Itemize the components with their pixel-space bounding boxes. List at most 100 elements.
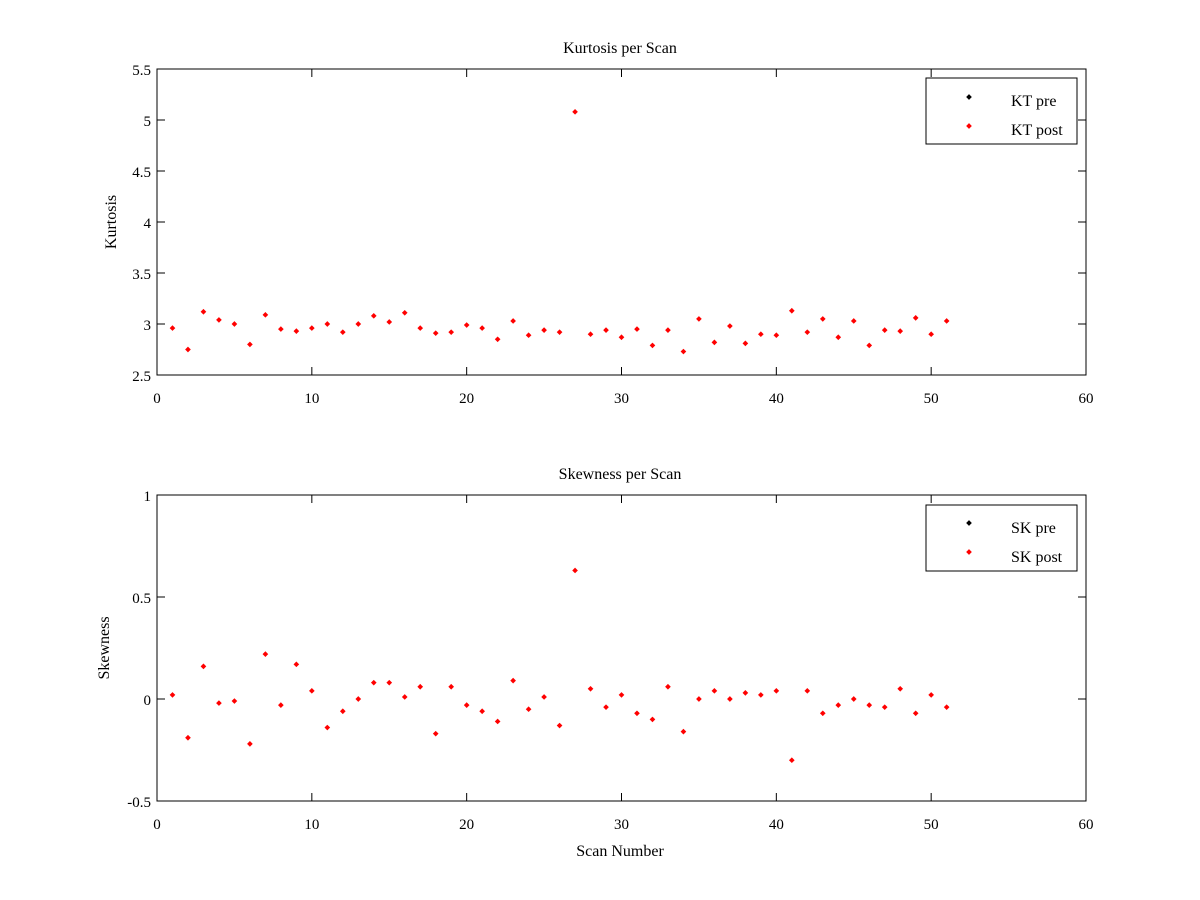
kurtosis-post-point [866, 342, 873, 349]
kurtosis-post-point [169, 325, 176, 331]
kurtosis-post-point [494, 336, 501, 343]
skewness-post-point [850, 696, 857, 702]
kurtosis-post-point [541, 327, 547, 333]
kurtosis-y-tick-label: 4.5 [132, 165, 151, 181]
kurtosis-post-point [788, 307, 795, 314]
kurtosis-post-point [634, 326, 640, 332]
kurtosis-post-point [278, 326, 284, 332]
kurtosis-x-tick-label: 0 [153, 391, 161, 407]
skewness-y-ticks: -0.5 0 0.5 1 [127, 489, 1086, 811]
kurtosis-post-point [510, 318, 516, 324]
skewness-post-point [293, 661, 300, 668]
kurtosis-y-tick-label: 3 [144, 318, 152, 334]
skewness-post-point [231, 698, 238, 704]
skewness-legend-label-post: SK post [1011, 549, 1063, 566]
kurtosis-legend-marker-post [966, 123, 972, 129]
skewness-post-point [897, 685, 904, 692]
kurtosis-post-point [262, 311, 269, 318]
kurtosis-post-point [943, 318, 950, 324]
kurtosis-x-tick-label: 50 [924, 391, 939, 407]
skewness-post-point [262, 651, 269, 657]
kurtosis-post-point [773, 332, 780, 339]
kurtosis-post-point [572, 109, 578, 115]
kurtosis-post-point [401, 309, 408, 316]
kurtosis-post-point [696, 316, 702, 322]
skewness-post-point [788, 757, 795, 764]
skewness-legend-marker-pre [966, 520, 972, 526]
kurtosis-y-tick-label: 3.5 [132, 267, 151, 283]
kurtosis-post-point [758, 331, 764, 338]
skewness-legend: SK pre SK post [925, 504, 1078, 572]
kurtosis-x-ticks: 0 10 20 30 40 50 60 [153, 69, 1094, 407]
kurtosis-post-point [649, 342, 656, 349]
skewness-post-point [758, 692, 764, 698]
skewness-post-point [339, 708, 346, 715]
skewness-post-point [572, 567, 578, 574]
skewness-y-tick-label: 0 [144, 693, 152, 709]
kurtosis-x-tick-label: 60 [1079, 391, 1094, 407]
skewness-x-ticks: 0 10 20 30 40 50 60 [153, 495, 1094, 833]
kurtosis-post-point [386, 319, 393, 325]
skewness-legend-label-pre: SK pre [1011, 520, 1056, 537]
skewness-post-point [401, 694, 408, 700]
kurtosis-y-tick-label: 5.5 [132, 63, 151, 79]
kurtosis-post-point [200, 308, 207, 315]
skewness-post-point [912, 710, 919, 717]
kurtosis-post-point [309, 325, 315, 331]
kurtosis-post-point [525, 332, 532, 339]
kurtosis-post-point [587, 331, 594, 338]
kurtosis-legend-box [925, 77, 1078, 145]
kurtosis-y-axis-label: Kurtosis [103, 195, 120, 249]
skewness-post-point [216, 700, 222, 706]
kurtosis-y-tick-label: 2.5 [132, 369, 151, 385]
skewness-post-point [355, 696, 362, 702]
skewness-post-point [696, 696, 702, 702]
kurtosis-legend: KT pre KT post [925, 77, 1078, 145]
kurtosis-post-point [324, 321, 331, 327]
kurtosis-post-point [556, 329, 563, 335]
skewness-post-point [169, 692, 176, 698]
kurtosis-post-point [185, 346, 191, 353]
kurtosis-x-tick-label: 10 [304, 391, 319, 407]
kurtosis-post-point [463, 322, 470, 328]
skewness-post-point [587, 685, 594, 692]
kurtosis-post-point [216, 317, 222, 323]
skewness-points [169, 567, 950, 764]
kurtosis-post-point [339, 329, 346, 335]
kurtosis-x-tick-label: 30 [614, 391, 629, 407]
kurtosis-post-point [448, 329, 455, 335]
skewness-x-tick-label: 30 [614, 817, 629, 833]
skewness-post-point [448, 683, 455, 690]
skewness-post-point [463, 702, 470, 708]
skewness-post-point [494, 718, 501, 725]
kurtosis-post-point [247, 341, 253, 348]
skewness-post-point [200, 663, 207, 670]
kurtosis-panel: Kurtosis per Scan Kurtosis 0 10 20 30 40 50 60… [103, 40, 1094, 407]
kurtosis-post-point [370, 313, 377, 319]
kurtosis-chart-title: Kurtosis per Scan [563, 40, 677, 57]
kurtosis-post-point [912, 315, 919, 321]
skewness-post-point [324, 724, 331, 731]
skewness-y-tick-label: -0.5 [127, 795, 151, 811]
skewness-post-point [773, 688, 780, 694]
skewness-post-point [742, 690, 749, 696]
kurtosis-legend-marker-pre [966, 94, 972, 100]
skewness-post-point [417, 683, 424, 690]
kurtosis-y-tick-label: 5 [144, 114, 152, 130]
skewness-post-point [432, 730, 439, 737]
kurtosis-post-point [711, 339, 718, 346]
skewness-panel: Skewness per Scan Skewness Scan Number 0… [96, 466, 1094, 860]
kurtosis-post-point [479, 325, 485, 331]
skewness-post-point [634, 710, 640, 717]
kurtosis-legend-label-pre: KT pre [1011, 93, 1056, 110]
skewness-post-point [928, 692, 934, 698]
skewness-post-point [386, 679, 393, 686]
skewness-post-point [835, 702, 842, 708]
kurtosis-post-point [928, 331, 934, 338]
skewness-post-point [943, 704, 950, 710]
kurtosis-post-point [618, 334, 625, 341]
kurtosis-post-point [680, 348, 687, 355]
skewness-x-tick-label: 40 [769, 817, 784, 833]
skewness-x-tick-label: 10 [304, 817, 319, 833]
